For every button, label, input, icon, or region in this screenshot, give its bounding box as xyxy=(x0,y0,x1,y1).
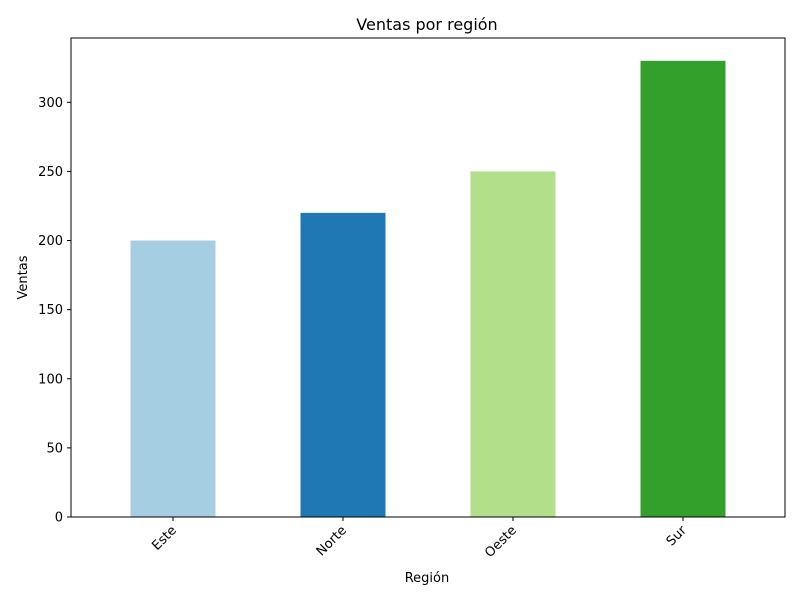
x-tick-label: Oeste xyxy=(482,523,520,561)
y-axis-label: Ventas xyxy=(16,255,31,299)
y-tick-label: 0 xyxy=(55,511,63,526)
x-axis: Este Norte Oeste Sur xyxy=(149,517,690,561)
y-tick-label: 100 xyxy=(38,372,63,387)
y-tick-label: 200 xyxy=(38,234,63,249)
y-tick-label: 250 xyxy=(38,165,63,180)
x-axis-label: Región xyxy=(405,571,450,586)
x-tick-label: Este xyxy=(149,523,179,553)
x-tick-label: Norte xyxy=(314,523,350,559)
plot-frame xyxy=(70,37,786,518)
bar-norte xyxy=(300,212,386,517)
bar-oeste xyxy=(470,171,556,517)
bar-sur xyxy=(640,60,726,518)
y-tick-label: 50 xyxy=(46,441,63,456)
y-axis: 0 50 100 150 200 250 300 xyxy=(38,96,71,526)
y-tick-label: 150 xyxy=(38,303,63,318)
x-tick-label: Sur xyxy=(664,523,691,550)
bars-group xyxy=(130,60,726,518)
y-tick-label: 300 xyxy=(38,96,63,111)
bar-este xyxy=(130,240,216,517)
chart-title: Ventas por región xyxy=(356,15,497,34)
